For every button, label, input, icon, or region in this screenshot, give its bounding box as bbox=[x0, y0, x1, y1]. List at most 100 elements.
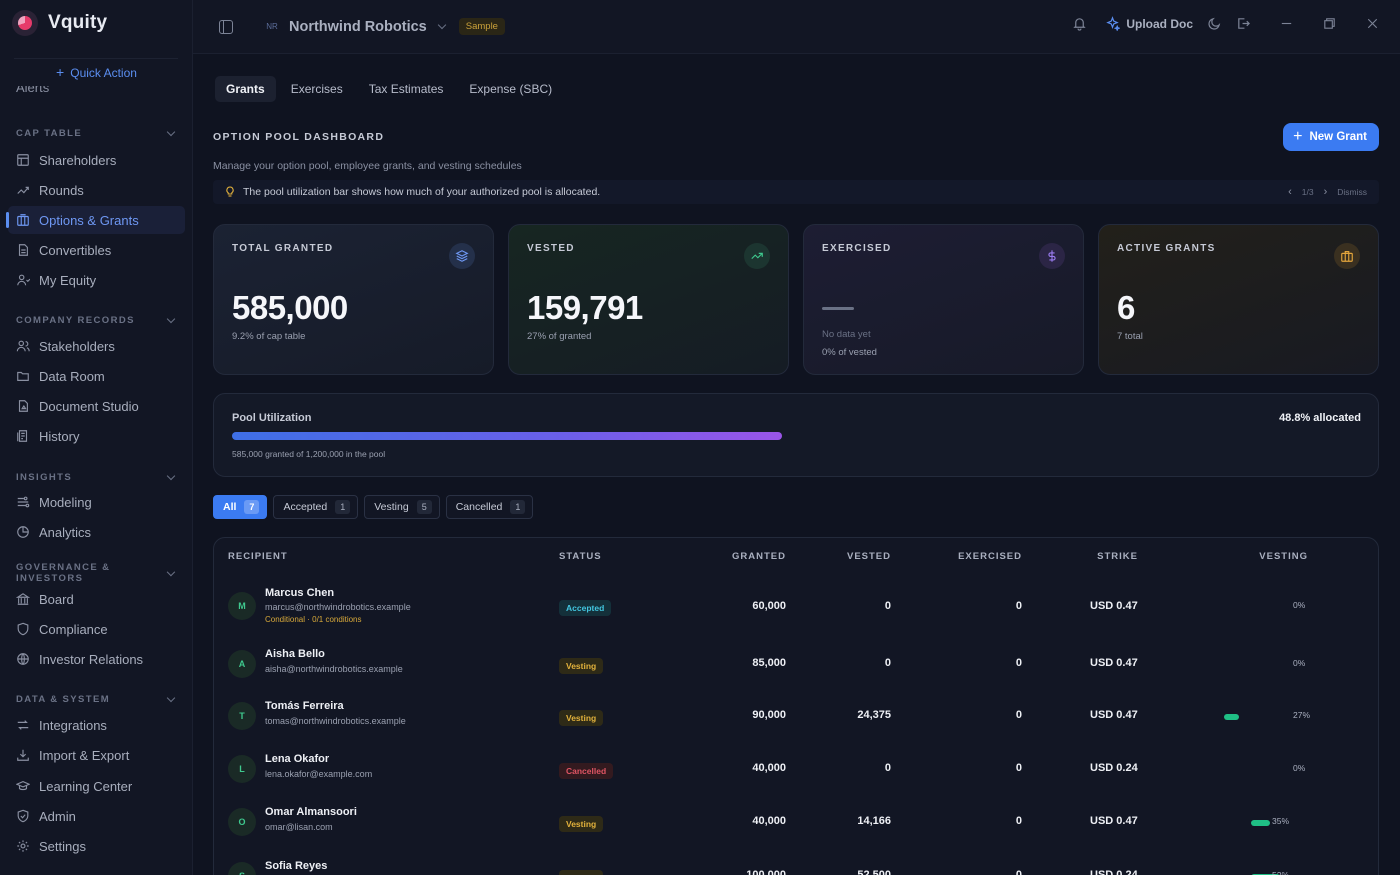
filter-cancelled[interactable]: Cancelled 1 bbox=[445, 495, 534, 519]
filter-accepted[interactable]: Accepted 1 bbox=[273, 495, 359, 519]
card-label: TOTAL GRANTED bbox=[232, 243, 334, 254]
table-row[interactable]: A Aisha Bello aisha@northwindrobotics.exam… bbox=[214, 638, 1378, 691]
sidebar-item-history[interactable]: History bbox=[8, 422, 185, 450]
minimize-icon[interactable] bbox=[1279, 16, 1294, 31]
sidebar-item-admin[interactable]: Admin bbox=[8, 802, 185, 830]
quick-action-button[interactable]: + Quick Action bbox=[0, 64, 193, 80]
recipient-email: tomas@northwindrobotics.example bbox=[265, 716, 406, 726]
vesting-percent: 52% bbox=[1272, 870, 1290, 875]
nav-section-title: INSIGHTS bbox=[16, 471, 73, 483]
exercised-value: 0 bbox=[1015, 709, 1022, 721]
card-label: EXERCISED bbox=[822, 243, 892, 254]
close-icon[interactable] bbox=[1365, 16, 1380, 31]
upload-doc-button[interactable]: Upload Doc bbox=[1105, 16, 1193, 31]
pool-utilization-panel: Pool Utilization 48.8% allocated 585,000… bbox=[213, 393, 1379, 477]
sidebar-item-label: Modeling bbox=[39, 494, 92, 510]
filter-label: All bbox=[223, 501, 237, 513]
sidebar-item-modeling[interactable]: Modeling bbox=[8, 488, 185, 516]
main-content: Grants Exercises Tax Estimates Expense (… bbox=[193, 54, 1400, 875]
sidebar-item-stakeholders[interactable]: Stakeholders bbox=[8, 332, 185, 360]
sidebar-item-integrations[interactable]: Integrations bbox=[8, 711, 185, 739]
avatar: A bbox=[228, 650, 256, 678]
sidebar-item-learning-center[interactable]: Learning Center bbox=[8, 772, 185, 800]
sidebar-item-alerts[interactable]: Alerts bbox=[16, 86, 49, 98]
sidebar-item-import-export[interactable]: Import & Export bbox=[8, 741, 185, 769]
sidebar-item-board[interactable]: Board bbox=[8, 585, 185, 613]
filter-all[interactable]: All 7 bbox=[213, 495, 268, 519]
modeling-icon bbox=[17, 496, 30, 508]
header-vesting: VESTING bbox=[1259, 551, 1308, 562]
plus-icon: + bbox=[56, 64, 65, 80]
sidebar-item-analytics[interactable]: Analytics bbox=[8, 518, 185, 546]
table-row[interactable]: O Omar Almansoori omar@lisan.com Vesting 40,… bbox=[214, 796, 1378, 849]
avatar: S bbox=[228, 862, 256, 875]
tab-tax-estimates[interactable]: Tax Estimates bbox=[368, 82, 444, 96]
top-bar: NR Northwind Robotics Sample Upload Doc bbox=[193, 0, 1400, 54]
vested-value: 0 bbox=[884, 762, 891, 774]
exercised-value: 0 bbox=[1015, 600, 1022, 612]
tab-expense-sbc[interactable]: Expense (SBC) bbox=[469, 82, 553, 96]
vested-card: VESTED 159,791 27% of granted bbox=[508, 224, 789, 375]
nav-section-title: COMPANY RECORDS bbox=[16, 314, 135, 326]
nav-section-governance-investors[interactable]: GOVERNANCE & INVESTORS bbox=[16, 562, 176, 584]
company-switcher[interactable]: NR Northwind Robotics Sample bbox=[263, 18, 505, 35]
grants-table: RECIPIENT STATUS GRANTED VESTED EXERCISE… bbox=[213, 537, 1379, 875]
filter-vesting[interactable]: Vesting 5 bbox=[364, 495, 440, 519]
avatar: O bbox=[228, 808, 256, 836]
recipient-name[interactable]: Lena Okafor bbox=[265, 753, 330, 765]
recipient-name[interactable]: Tomás Ferreira bbox=[265, 700, 344, 712]
strike-value: USD 0.47 bbox=[1090, 600, 1138, 612]
nav-section-insights[interactable]: INSIGHTS bbox=[16, 470, 176, 484]
filter-label: Vesting bbox=[374, 501, 409, 513]
nav-section-cap-table[interactable]: CAP TABLE bbox=[16, 126, 176, 140]
logout-icon[interactable] bbox=[1236, 16, 1251, 31]
tip-text: The pool utilization bar shows how much … bbox=[243, 186, 601, 198]
tab-exercises[interactable]: Exercises bbox=[290, 82, 343, 96]
sidebar-item-label: Compliance bbox=[39, 621, 108, 637]
filter-count: 7 bbox=[244, 500, 260, 514]
sidebar-item-investor-relations[interactable]: Investor Relations bbox=[8, 645, 185, 673]
recipient-name[interactable]: Aisha Bello bbox=[265, 648, 325, 660]
granted-value: 40,000 bbox=[752, 815, 786, 827]
status-badge: Cancelled bbox=[559, 763, 614, 779]
tab-grants[interactable]: Grants bbox=[215, 76, 276, 102]
sidebar-item-label: Investor Relations bbox=[39, 651, 144, 667]
sidebar-item-compliance[interactable]: Compliance bbox=[8, 615, 185, 643]
sidebar-item-rounds[interactable]: Rounds bbox=[8, 176, 185, 204]
tip-pager: ‹ 1/3 › Dismiss bbox=[1288, 186, 1367, 198]
chevron-right-icon[interactable]: › bbox=[1323, 186, 1328, 198]
vested-value: 0 bbox=[884, 657, 891, 669]
table-row[interactable]: M Marcus Chen marcus@northwindrobotics.exa… bbox=[214, 578, 1378, 631]
sidebar-toggle-icon[interactable] bbox=[219, 20, 233, 34]
nav-section-data-system[interactable]: DATA & SYSTEM bbox=[16, 692, 176, 706]
sidebar-item-shareholders[interactable]: Shareholders bbox=[8, 146, 185, 174]
table-row[interactable]: L Lena Okafor lena.okafor@example.com Cance… bbox=[214, 743, 1378, 796]
vesting-progress-bar bbox=[1224, 714, 1239, 720]
nav-section-company-records[interactable]: COMPANY RECORDS bbox=[16, 313, 176, 327]
dismiss-button[interactable]: Dismiss bbox=[1337, 187, 1367, 197]
new-grant-button[interactable]: + New Grant bbox=[1283, 123, 1379, 151]
pool-label: Pool Utilization bbox=[232, 412, 312, 424]
sidebar-item-my-equity[interactable]: My Equity bbox=[8, 266, 185, 294]
vested-value: 52,500 bbox=[857, 869, 891, 875]
recipient-name[interactable]: Sofia Reyes bbox=[265, 860, 328, 872]
brand[interactable]: Vquity bbox=[12, 10, 107, 36]
moon-icon[interactable] bbox=[1207, 16, 1222, 31]
card-subtext: No data yet bbox=[822, 329, 871, 340]
chevron-down-icon bbox=[166, 471, 176, 480]
recipient-name[interactable]: Omar Almansoori bbox=[265, 806, 357, 818]
bell-icon[interactable] bbox=[1072, 16, 1087, 31]
table-row[interactable]: S Sofia Reyes Vesting 100,000 52,500 0 USD 0.2… bbox=[214, 850, 1378, 875]
sidebar-item-options-grants[interactable]: Options & Grants bbox=[6, 206, 185, 234]
restore-icon[interactable] bbox=[1322, 16, 1337, 31]
sidebar-item-document-studio[interactable]: Document Studio bbox=[8, 392, 185, 420]
sidebar-item-data-room[interactable]: Data Room bbox=[8, 362, 185, 390]
chevron-left-icon[interactable]: ‹ bbox=[1288, 186, 1292, 198]
sidebar-item-label: Admin bbox=[39, 808, 76, 824]
lightbulb-icon bbox=[226, 186, 234, 197]
sidebar-item-settings[interactable]: Settings bbox=[8, 832, 185, 860]
sidebar-item-convertibles[interactable]: Convertibles bbox=[8, 236, 185, 264]
recipient-name[interactable]: Marcus Chen bbox=[265, 587, 335, 599]
table-row[interactable]: T Tomás Ferreira tomas@northwindrobotics.e… bbox=[214, 690, 1378, 743]
strike-value: USD 0.47 bbox=[1090, 709, 1138, 721]
